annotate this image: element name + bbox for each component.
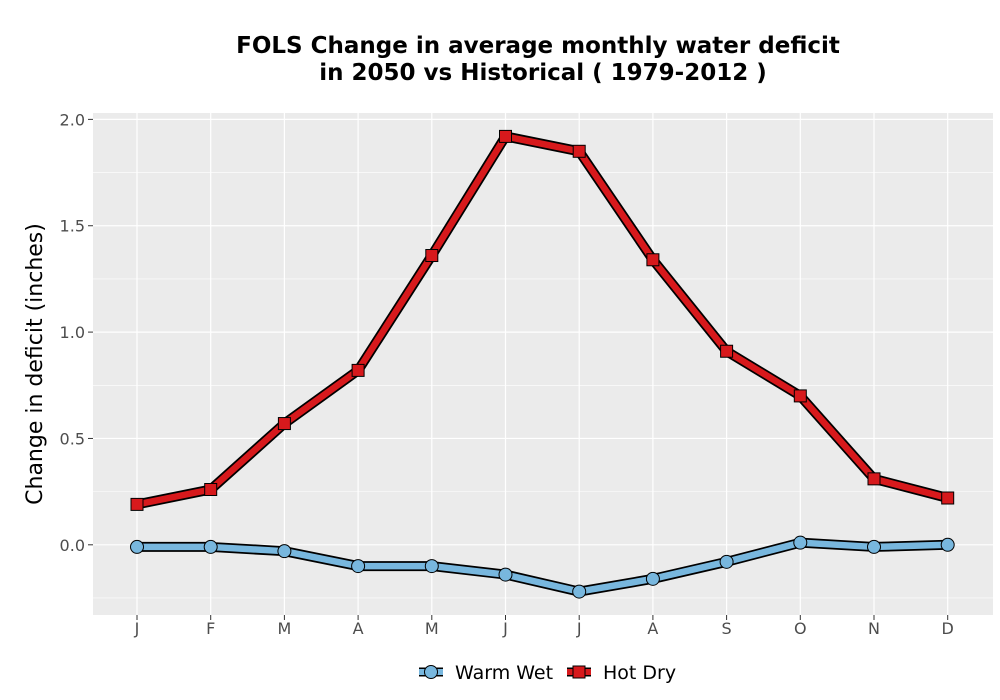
x-tick-label: J — [502, 619, 508, 638]
legend-marker-warm-wet — [424, 665, 438, 679]
series-layer — [130, 129, 955, 599]
x-tick-label: A — [353, 619, 364, 638]
legend-marker-hot-dry — [572, 665, 586, 679]
data-point-hot-dry — [646, 253, 660, 267]
x-tick-label: J — [134, 619, 140, 638]
data-point-hot-dry — [499, 129, 512, 143]
x-tick-label: J — [576, 619, 582, 638]
data-point-warm-wet — [498, 567, 513, 582]
y-tick-label: 2.0 — [60, 110, 85, 129]
data-point-hot-dry — [277, 417, 291, 431]
data-point-warm-wet — [277, 544, 292, 559]
data-point-warm-wet — [130, 539, 144, 554]
y-tick-label: 0.5 — [60, 429, 85, 448]
data-point-warm-wet — [424, 559, 439, 574]
legend-label-warm-wet: Warm Wet — [455, 662, 553, 684]
x-tick-label: D — [942, 619, 954, 638]
x-tick-label: S — [722, 619, 732, 638]
data-point-warm-wet — [351, 559, 366, 574]
legend-label-hot-dry: Hot Dry — [603, 662, 676, 684]
x-tick-label: N — [868, 619, 880, 638]
data-point-hot-dry — [867, 472, 881, 486]
y-axis: 0.0 0.5 1.0 1.5 2.0 — [60, 110, 93, 555]
data-point-hot-dry — [941, 491, 955, 505]
data-point-warm-wet — [645, 571, 660, 586]
legend-item-hot-dry: Hot Dry — [567, 662, 676, 684]
y-tick-label: 1.5 — [60, 217, 85, 236]
x-tick-label: A — [647, 619, 658, 638]
data-point-hot-dry — [793, 389, 807, 403]
data-point-warm-wet — [719, 554, 734, 569]
legend-item-warm-wet: Warm Wet — [419, 662, 553, 684]
data-point-hot-dry — [351, 363, 365, 377]
data-point-warm-wet — [867, 539, 881, 554]
plot-panel — [93, 113, 993, 615]
data-point-hot-dry — [720, 344, 734, 358]
data-point-hot-dry — [425, 249, 439, 263]
x-tick-label: M — [425, 619, 439, 638]
data-point-warm-wet — [572, 584, 587, 599]
series-line-warm-wet — [133, 539, 951, 595]
y-tick-label: 0.0 — [60, 536, 85, 555]
y-tick-label: 1.0 — [60, 323, 85, 342]
data-point-warm-wet — [203, 539, 218, 554]
chart-title-line-2: in 2050 vs Historical ( 1979-2012 ) — [319, 60, 766, 86]
x-tick-label: O — [794, 619, 807, 638]
data-point-warm-wet — [940, 537, 955, 552]
data-point-hot-dry — [204, 483, 218, 496]
y-axis-title: Change in deficit (inches) — [23, 223, 48, 505]
x-tick-label: M — [277, 619, 291, 638]
legend: Warm Wet Hot Dry — [419, 662, 676, 684]
chart-title-line-1: FOLS Change in average monthly water def… — [236, 33, 840, 59]
series-line-hot-dry — [133, 133, 951, 508]
data-point-hot-dry — [130, 497, 144, 511]
data-point-hot-dry — [572, 144, 586, 158]
data-point-warm-wet — [793, 535, 808, 550]
x-tick-label: F — [206, 619, 215, 638]
